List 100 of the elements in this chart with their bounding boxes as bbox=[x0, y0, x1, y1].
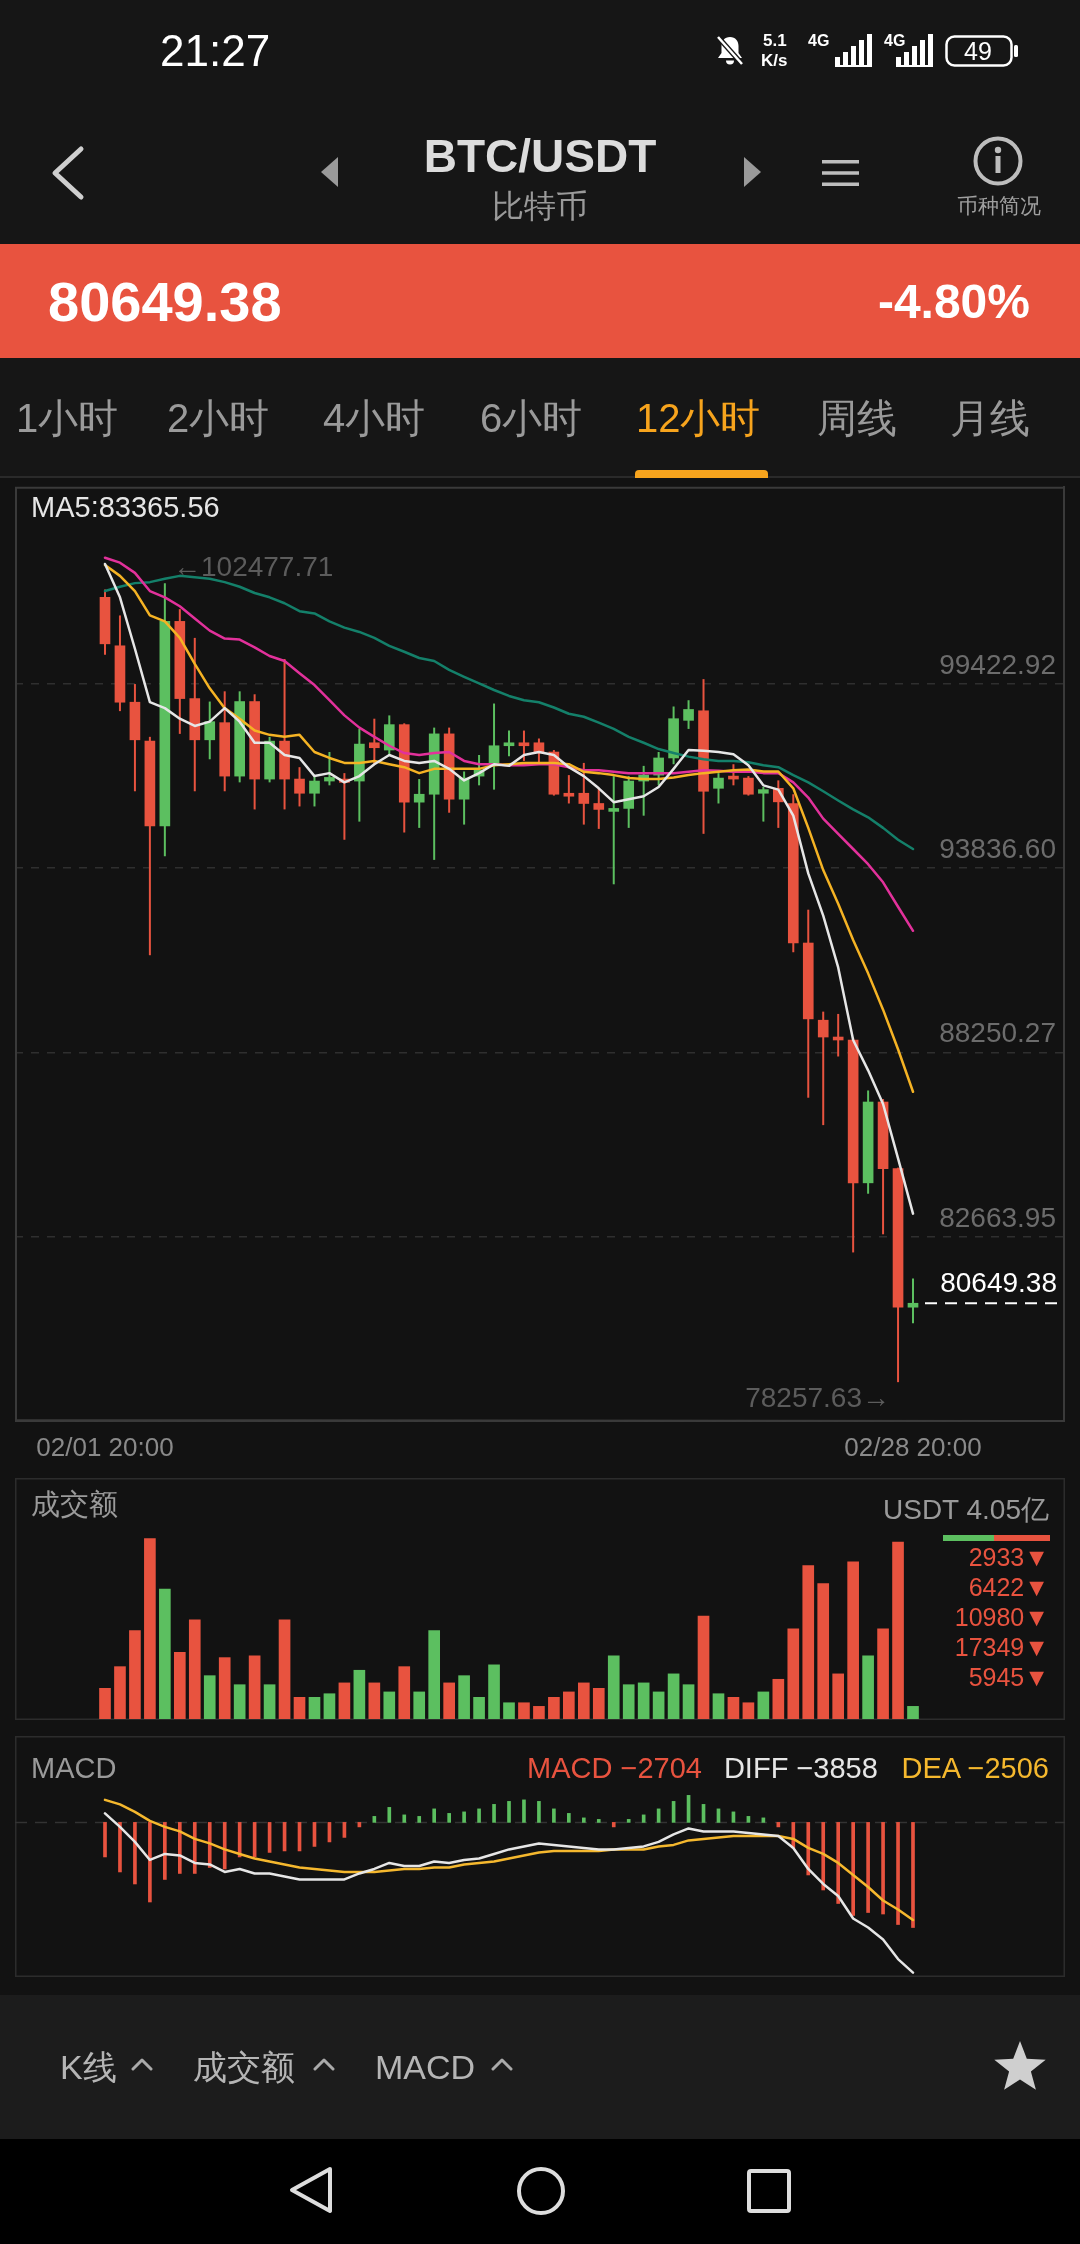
text: 4G bbox=[884, 32, 906, 49]
bar bbox=[596, 1819, 601, 1823]
bar bbox=[159, 1588, 171, 1719]
bar bbox=[533, 1706, 545, 1719]
bar bbox=[892, 1541, 904, 1719]
y-tick-label: 82663.95 bbox=[939, 1201, 1056, 1233]
bar bbox=[458, 1675, 470, 1719]
bar bbox=[802, 1565, 815, 1719]
bar bbox=[607, 1655, 620, 1719]
bar bbox=[847, 1561, 859, 1719]
bar bbox=[133, 1822, 137, 1885]
bar bbox=[308, 1697, 321, 1719]
bar bbox=[637, 1682, 650, 1719]
x-tick-label: 02/28 20:00 bbox=[844, 1431, 982, 1462]
bar bbox=[626, 1819, 631, 1823]
bar bbox=[413, 1691, 426, 1719]
chart-title: 成交额 bbox=[31, 1488, 118, 1520]
bar bbox=[432, 1808, 437, 1823]
bar bbox=[233, 1684, 246, 1719]
bar bbox=[338, 1682, 351, 1719]
bar bbox=[447, 1813, 451, 1823]
bar bbox=[278, 1619, 291, 1719]
bar bbox=[503, 1702, 515, 1719]
bar bbox=[103, 1822, 107, 1858]
bar bbox=[383, 1691, 396, 1719]
text: -4.80% bbox=[877, 275, 1030, 328]
bar bbox=[592, 1687, 605, 1719]
text: 6小时 bbox=[480, 396, 583, 440]
ref-line-label: 80649.38 bbox=[940, 1266, 1057, 1298]
bar bbox=[611, 1822, 616, 1828]
bar bbox=[911, 1822, 915, 1928]
bar bbox=[567, 1813, 571, 1823]
bar bbox=[866, 1822, 870, 1913]
bar bbox=[144, 1538, 156, 1719]
bar bbox=[652, 1691, 665, 1719]
bar bbox=[836, 1822, 841, 1904]
bar bbox=[548, 1697, 560, 1719]
bar bbox=[114, 1666, 126, 1719]
bar bbox=[563, 1691, 575, 1719]
annotation: 78257.63→ bbox=[745, 1381, 890, 1413]
bar bbox=[697, 1615, 710, 1719]
text: 6422▼ bbox=[968, 1573, 1049, 1602]
bar bbox=[477, 1808, 481, 1823]
text: MACD bbox=[375, 2048, 476, 2086]
bar bbox=[832, 1673, 845, 1719]
y-tick-label: 88250.27 bbox=[939, 1017, 1056, 1049]
bar bbox=[492, 1804, 496, 1823]
text: K线 bbox=[60, 2048, 117, 2086]
text: 21:27 bbox=[160, 26, 271, 75]
text: 2933▼ bbox=[968, 1543, 1049, 1572]
text: 2小时 bbox=[167, 396, 270, 440]
bar bbox=[907, 1706, 919, 1719]
bar bbox=[398, 1666, 411, 1719]
bar bbox=[203, 1675, 216, 1719]
bar bbox=[129, 1630, 141, 1719]
bar bbox=[518, 1702, 530, 1719]
bar bbox=[537, 1801, 541, 1823]
bar bbox=[851, 1822, 855, 1916]
chart-title: MACD bbox=[31, 1752, 117, 1784]
bar bbox=[881, 1822, 885, 1915]
text: 4G bbox=[808, 32, 830, 49]
x-tick-label: 02/01 20:00 bbox=[36, 1431, 174, 1462]
text: K/s bbox=[761, 50, 788, 70]
text: 1小时 bbox=[16, 396, 119, 440]
bar bbox=[443, 1682, 455, 1719]
bar bbox=[581, 1817, 586, 1823]
text: BTC/USDT bbox=[423, 130, 657, 182]
bar bbox=[173, 1651, 186, 1719]
bar bbox=[787, 1628, 800, 1719]
bar bbox=[148, 1822, 152, 1903]
bar bbox=[222, 1822, 227, 1870]
bar bbox=[821, 1822, 826, 1891]
bar bbox=[462, 1811, 466, 1823]
bar bbox=[682, 1684, 695, 1719]
bar bbox=[877, 1628, 889, 1719]
text: 12小时 bbox=[636, 396, 761, 440]
bar bbox=[488, 1664, 500, 1719]
text: 5.1 bbox=[763, 30, 787, 50]
bar bbox=[522, 1799, 526, 1823]
bar bbox=[507, 1801, 511, 1823]
text: 10980▼ bbox=[954, 1603, 1049, 1632]
bar bbox=[368, 1682, 381, 1719]
bar bbox=[118, 1822, 122, 1873]
series-label: DIFF −3858 bbox=[723, 1752, 878, 1784]
bar bbox=[353, 1669, 366, 1719]
bar bbox=[622, 1684, 635, 1719]
text: 成交额 bbox=[193, 2048, 295, 2086]
text: 80649.38 bbox=[48, 270, 282, 333]
text: 周线 bbox=[817, 396, 897, 440]
bar bbox=[742, 1702, 755, 1719]
y-tick-label: 93836.60 bbox=[939, 832, 1056, 864]
bar bbox=[552, 1808, 556, 1823]
text: 49 bbox=[964, 36, 992, 65]
bar bbox=[99, 1687, 111, 1719]
text: 17349▼ bbox=[954, 1633, 1049, 1662]
annotation: ←102477.71 bbox=[173, 550, 334, 582]
bar bbox=[862, 1655, 874, 1719]
text: 币种简况 bbox=[957, 193, 1041, 217]
bar bbox=[417, 1816, 422, 1823]
text: MA5:83365.56 bbox=[31, 491, 220, 523]
